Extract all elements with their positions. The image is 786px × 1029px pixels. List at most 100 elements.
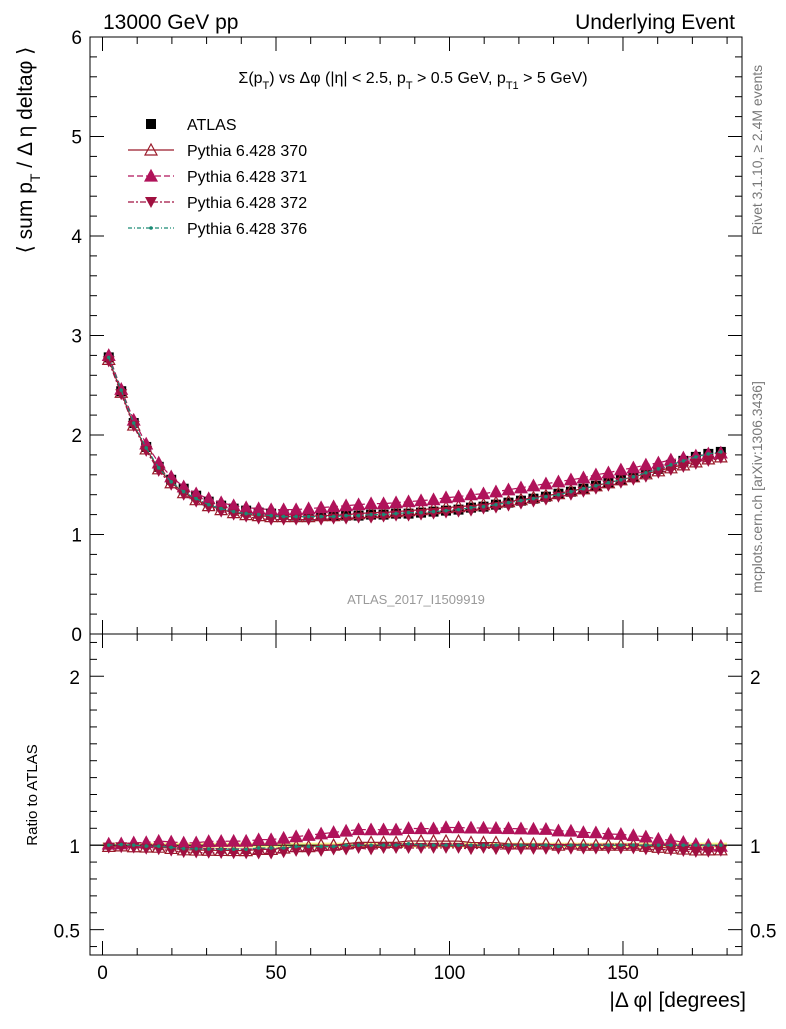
ratio-point-pythia-6-428-376 <box>381 843 386 847</box>
ratio-point-pythia-6-428-376 <box>169 845 173 850</box>
ratio-point-pythia-6-428-372 <box>489 844 502 856</box>
ratio-point-pythia-6-428-371 <box>351 822 366 836</box>
x-tick-label: 150 <box>607 963 639 984</box>
ratio-point-pythia-6-428-376 <box>281 846 286 850</box>
main-y-tick-label: 2 <box>71 426 82 447</box>
ratio-point-pythia-6-428-372 <box>614 843 627 855</box>
series-line-pythia-6-428-371 <box>108 355 721 511</box>
ratio-point-pythia-6-428-376 <box>206 847 211 851</box>
data-point-pythia-6-428-376 <box>331 514 336 519</box>
ratio-point-pythia-6-428-376 <box>156 844 161 848</box>
data-point-pythia-6-428-376 <box>406 510 411 515</box>
ratio-point-pythia-6-428-371 <box>588 825 603 839</box>
ratio-point-pythia-6-428-376 <box>556 844 561 849</box>
data-point-pythia-6-428-371 <box>351 497 366 511</box>
ratio-point-pythia-6-428-372 <box>177 847 190 859</box>
data-point-pythia-6-428-371 <box>326 499 341 513</box>
data-point-pythia-6-428-372 <box>152 465 165 477</box>
ratio-point-pythia-6-428-372 <box>577 843 590 855</box>
ratio-point-pythia-6-428-371 <box>526 821 541 835</box>
ratio-point-pythia-6-428-371 <box>626 828 641 842</box>
ratio-point-pythia-6-428-371 <box>239 833 254 847</box>
main-y-tick-label: 3 <box>71 327 82 348</box>
ratio-point-pythia-6-428-372 <box>302 845 315 857</box>
legend-marker-pythia-6-428-372 <box>145 197 157 208</box>
ratio-point-pythia-6-428-372 <box>502 844 515 856</box>
data-point-pythia-6-428-371 <box>314 500 329 514</box>
data-point-pythia-6-428-376 <box>119 388 124 393</box>
ratio-point-pythia-6-428-371 <box>551 823 566 837</box>
legend-label-pythia-6-428-370: Pythia 6.428 370 <box>187 143 307 160</box>
data-point-pythia-6-428-371 <box>364 496 379 510</box>
ratio-point-pythia-6-428-371 <box>601 826 616 840</box>
data-point-pythia-6-428-372 <box>165 479 178 491</box>
ratio-point-pythia-6-428-371 <box>563 823 578 837</box>
data-point-pythia-6-428-371 <box>463 487 479 501</box>
data-point-pythia-6-428-376 <box>456 507 461 512</box>
main-y-tick-label: 6 <box>71 28 82 49</box>
data-point-pythia-6-428-372 <box>190 496 203 508</box>
data-point-pythia-6-428-376 <box>581 486 586 491</box>
x-tick-label: 0 <box>97 963 108 984</box>
data-point-pythia-6-428-376 <box>381 512 386 517</box>
legend-label-pythia-6-428-372: Pythia 6.428 372 <box>187 195 307 212</box>
ratio-point-pythia-6-428-372 <box>252 848 265 860</box>
data-point-pythia-6-428-376 <box>569 489 573 494</box>
data-point-pythia-6-428-376 <box>244 511 248 516</box>
data-point-pythia-6-428-372 <box>415 509 428 521</box>
ratio-point-pythia-6-428-372 <box>639 844 652 856</box>
ratio-point-pythia-6-428-376 <box>656 843 661 847</box>
data-point-pythia-6-428-376 <box>344 513 348 518</box>
ratio-point-pythia-6-428-372 <box>652 844 665 856</box>
data-point-pythia-6-428-371 <box>488 484 503 498</box>
legend-label-atlas: ATLAS <box>187 117 237 134</box>
data-point-pythia-6-428-376 <box>256 512 261 517</box>
ratio-point-pythia-6-428-376 <box>706 843 711 847</box>
legend-marker-atlas <box>146 119 156 129</box>
ratio-point-pythia-6-428-376 <box>631 843 636 847</box>
data-point-pythia-6-428-371 <box>526 478 541 492</box>
data-point-pythia-6-428-376 <box>206 502 211 507</box>
data-point-pythia-6-428-371 <box>401 494 416 508</box>
ratio-point-pythia-6-428-371 <box>201 834 216 847</box>
ratio-point-pythia-6-428-371 <box>176 835 191 849</box>
data-point-pythia-6-428-376 <box>306 514 311 519</box>
ratio-y-tick-label: 0.5 <box>54 922 80 943</box>
ratio-point-pythia-6-428-372 <box>589 843 602 855</box>
ratio-point-pythia-6-428-376 <box>181 846 186 851</box>
ratio-series-layer <box>101 820 728 860</box>
ratio-point-pythia-6-428-376 <box>606 843 611 847</box>
ratio-point-pythia-6-428-372 <box>227 848 240 860</box>
ratio-point-pythia-6-428-376 <box>319 844 323 849</box>
data-point-pythia-6-428-372 <box>627 474 640 486</box>
main-y-axis-label: ⟨ sum pT / Δ η deltaφ ⟩ <box>14 47 43 254</box>
ratio-point-pythia-6-428-371 <box>538 822 553 835</box>
ratio-point-pythia-6-428-372 <box>240 848 253 860</box>
data-point-pythia-6-428-371 <box>376 496 391 510</box>
ratio-point-pythia-6-428-376 <box>544 843 548 847</box>
ratio-point-pythia-6-428-371 <box>638 829 653 843</box>
main-y-tick-label: 5 <box>71 128 82 149</box>
ratio-point-pythia-6-428-372 <box>265 848 278 860</box>
ratio-point-pythia-6-428-372 <box>464 844 477 856</box>
ratio-point-pythia-6-428-372 <box>602 843 615 855</box>
data-point-pythia-6-428-372 <box>477 503 490 515</box>
ratio-point-pythia-6-428-371 <box>651 831 666 845</box>
data-point-pythia-6-428-372 <box>677 461 690 473</box>
data-point-pythia-6-428-376 <box>269 513 273 518</box>
data-point-pythia-6-428-376 <box>169 479 173 484</box>
x-tick-label: 100 <box>434 963 466 984</box>
data-point-pythia-6-428-371 <box>476 486 491 500</box>
data-point-pythia-6-428-376 <box>594 483 598 488</box>
rivet-version-text: Rivet 3.1.10, ≥ 2.4M events <box>749 65 765 235</box>
x-tick-label: 50 <box>265 963 286 984</box>
ratio-point-pythia-6-428-372 <box>202 847 215 859</box>
data-point-pythia-6-428-376 <box>281 514 286 519</box>
ratio-point-pythia-6-428-371 <box>276 830 291 844</box>
data-point-pythia-6-428-376 <box>319 514 323 519</box>
ratio-point-pythia-6-428-376 <box>519 843 523 847</box>
ratio-point-pythia-6-428-371 <box>476 820 491 834</box>
x-axis-label: |Δ φ| [degrees] <box>609 989 746 1012</box>
ratio-panel-frame <box>89 633 743 956</box>
data-point-pythia-6-428-372 <box>202 502 215 514</box>
